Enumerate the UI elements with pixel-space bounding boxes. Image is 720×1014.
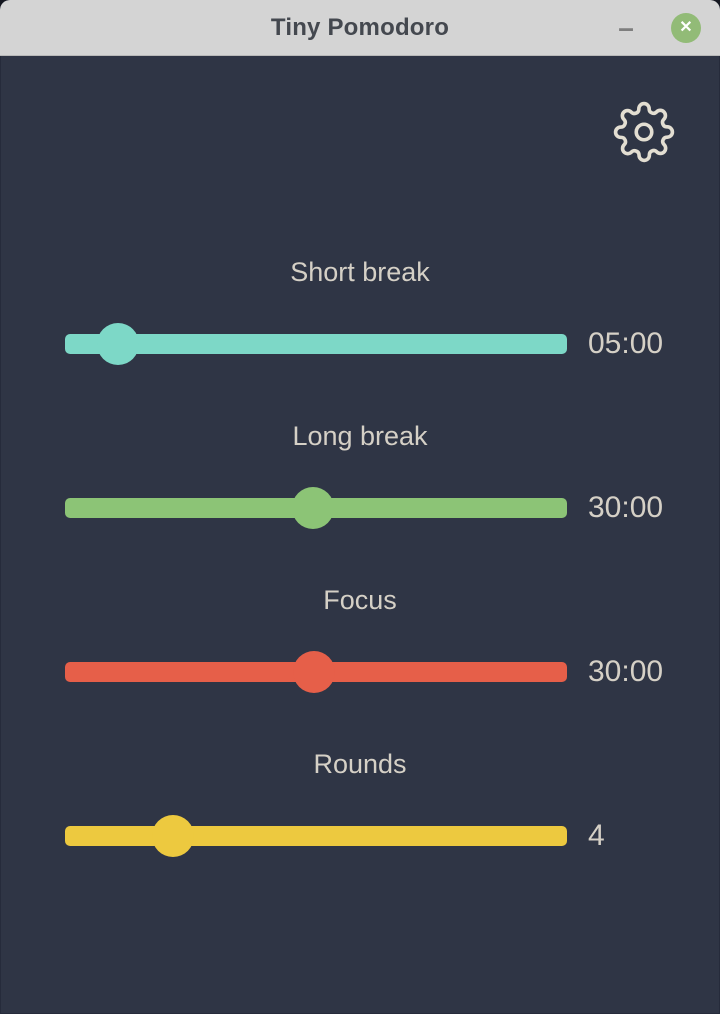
settings-button[interactable] bbox=[613, 100, 677, 164]
slider-thumb-rounds[interactable] bbox=[151, 815, 194, 857]
slider-track-short-break[interactable] bbox=[65, 323, 567, 365]
slider-label-short-break: Short break bbox=[290, 257, 430, 287]
close-button[interactable]: ✕ bbox=[671, 13, 701, 43]
slider-value-long-break: 30:00 bbox=[588, 491, 664, 524]
slider-track-focus[interactable] bbox=[65, 651, 567, 693]
window-title: Tiny Pomodoro bbox=[270, 14, 450, 41]
slider-thumb-focus[interactable] bbox=[292, 651, 335, 693]
minimize-icon: – bbox=[618, 11, 634, 43]
slider-value-rounds: 4 bbox=[588, 819, 605, 852]
close-icon: ✕ bbox=[679, 19, 693, 36]
slider-value-focus: 30:00 bbox=[588, 655, 664, 688]
slider-track-long-break[interactable] bbox=[65, 487, 567, 529]
slider-label-focus: Focus bbox=[323, 585, 397, 615]
minimize-button[interactable]: – bbox=[608, 0, 644, 55]
slider-value-short-break: 05:00 bbox=[588, 327, 664, 360]
slider-label-long-break: Long break bbox=[292, 421, 428, 451]
slider-thumb-long-break[interactable] bbox=[291, 487, 334, 529]
titlebar[interactable]: Tiny Pomodoro – ✕ bbox=[0, 0, 720, 56]
slider-thumb-short-break[interactable] bbox=[97, 323, 140, 365]
slider-label-rounds: Rounds bbox=[313, 749, 407, 779]
gear-icon bbox=[613, 101, 677, 163]
slider-track-rounds[interactable] bbox=[65, 815, 567, 857]
